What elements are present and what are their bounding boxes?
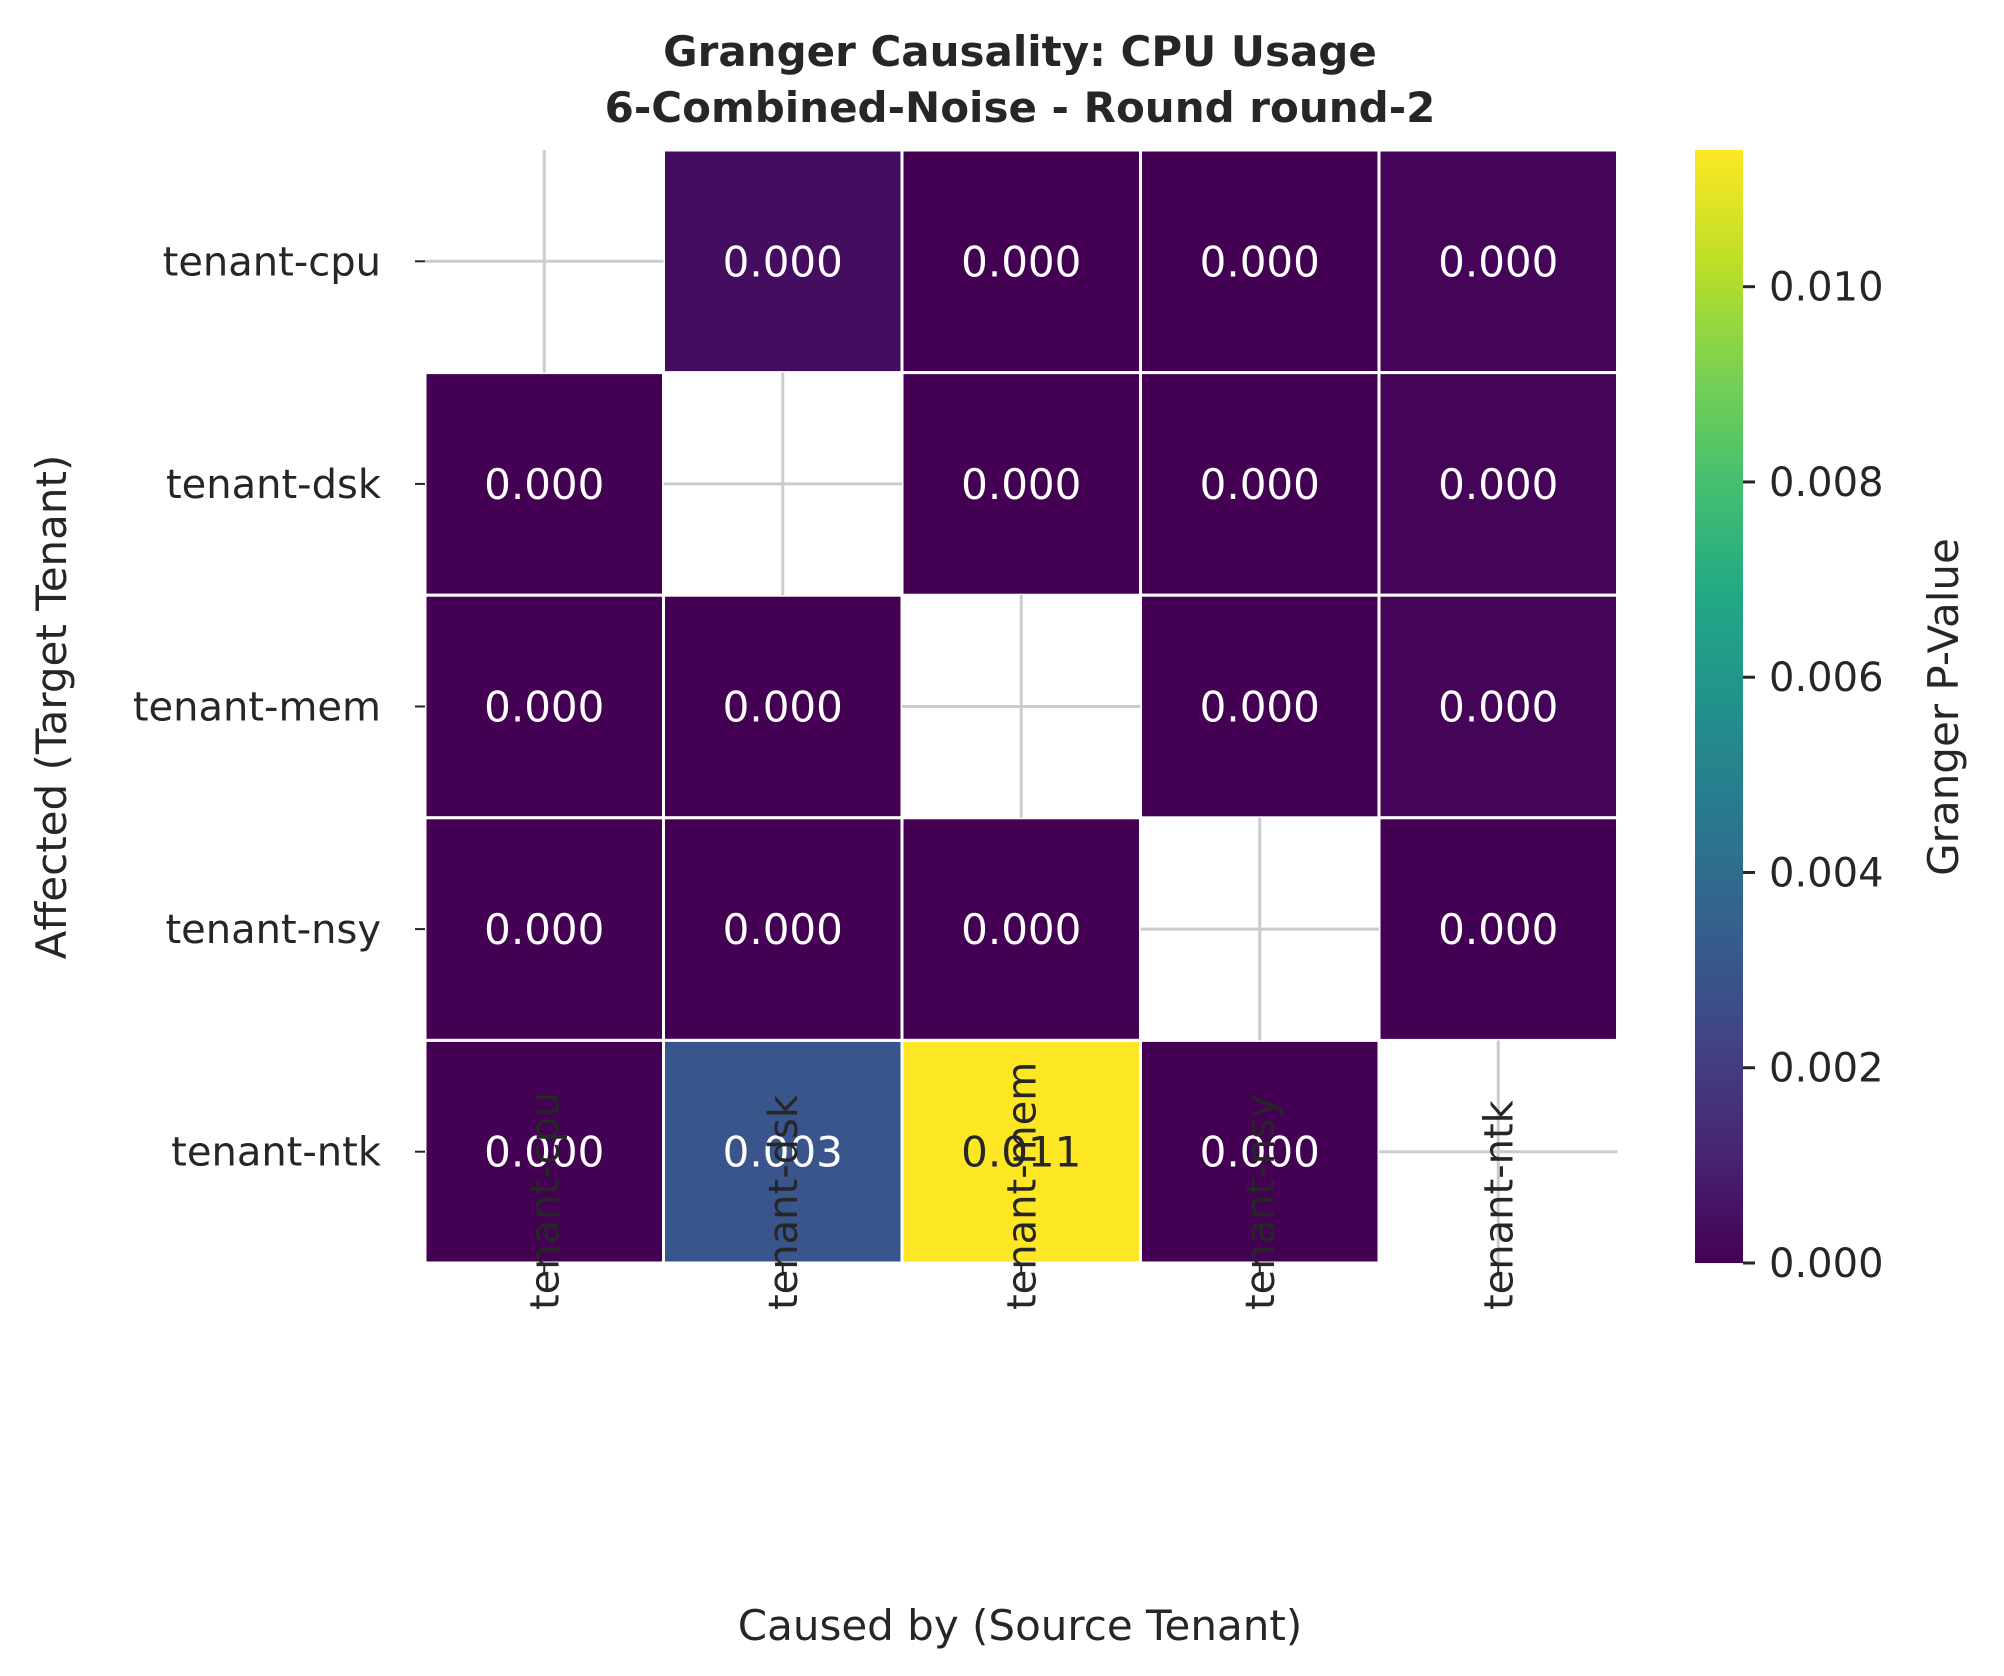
cell-value-label: 0.000 [1438, 683, 1558, 732]
cell-value-label: 0.000 [1200, 237, 1320, 286]
colorbar-label: Granger P-Value [1919, 538, 1968, 876]
cell-value-label: 0.000 [1200, 683, 1320, 732]
heatmap-cell [423, 816, 665, 1042]
heatmap-cell [662, 816, 904, 1042]
cell-value-labels: 0.000 0.000 0.000 0.000 0.000 0.000 0.000 0.000… [484, 237, 1558, 1176]
colorbar-ticks: 0.000 0.002 0.004 0.006 0.008 0.010 [1743, 265, 1884, 1287]
diagonal-markers [425, 150, 1618, 1263]
cell-value-label: 0.011 [961, 1128, 1081, 1177]
x-tick-labels: tenant-cpu tenant-dsk tenant-mem tenant-nsy… [522, 1062, 1522, 1310]
heatmap-cell [662, 593, 904, 820]
chart-title: Granger Causality: CPU Usage [663, 27, 1377, 76]
y-tick-label: tenant-nsy [166, 907, 382, 953]
colorbar [1695, 150, 1743, 1263]
y-tick-label: tenant-mem [133, 685, 381, 731]
cell-value-label: 0.000 [484, 683, 604, 732]
heatmap-cell [900, 1038, 1142, 1265]
x-tick-label: tenant-cpu [522, 1092, 568, 1310]
heatmap-cell [662, 1038, 904, 1265]
cell-value-label: 0.000 [723, 905, 843, 954]
colorbar-tick-label: 0.000 [1769, 1241, 1884, 1287]
y-tick-label: tenant-ntk [171, 1130, 382, 1176]
cell-value-label: 0.000 [484, 460, 604, 509]
heatmap-cell [900, 148, 1142, 375]
cell-value-label: 0.000 [1200, 1128, 1320, 1177]
heatmap-cell [1139, 1038, 1381, 1265]
cell-value-label: 0.000 [1200, 460, 1320, 509]
heatmap-cell [1377, 371, 1619, 597]
cell-value-label: 0.000 [961, 905, 1081, 954]
cell-value-label: 0.000 [1438, 460, 1558, 509]
cell-value-label: 0.000 [723, 237, 843, 286]
cell-value-label: 0.003 [723, 1128, 843, 1177]
colorbar-tick-label: 0.010 [1769, 265, 1884, 311]
heatmap-cell [1139, 148, 1381, 375]
y-tick-label: tenant-dsk [166, 462, 382, 508]
colorbar-tick-label: 0.002 [1769, 1046, 1884, 1092]
colorbar-tick-label: 0.006 [1769, 655, 1884, 701]
y-tick-label: tenant-cpu [163, 239, 381, 285]
cell-value-label: 0.000 [484, 905, 604, 954]
x-tick-label: tenant-ntk [1476, 1099, 1522, 1310]
chart-subtitle: 6-Combined-Noise - Round round-2 [605, 83, 1436, 132]
colorbar-tick-label: 0.004 [1769, 850, 1884, 896]
x-tick-label: tenant-dsk [761, 1094, 807, 1310]
x-axis-label: Caused by (Source Tenant) [738, 1601, 1302, 1650]
heatmap-cell [662, 148, 904, 375]
cell-value-label: 0.000 [961, 237, 1081, 286]
cell-value-label: 0.000 [1438, 905, 1558, 954]
x-tick-label: tenant-mem [999, 1062, 1045, 1310]
colorbar-tick-label: 0.008 [1769, 460, 1884, 506]
y-axis-label: Affected (Target Tenant) [27, 455, 76, 960]
heatmap-cell [1377, 593, 1619, 820]
heatmap-cell [423, 371, 665, 597]
y-tick-labels: tenant-cpu tenant-dsk tenant-mem tenant-nsy… [133, 239, 425, 1176]
cell-value-label: 0.000 [723, 683, 843, 732]
heatmap-cells [423, 148, 1619, 1265]
x-tick-label: tenant-nsy [1238, 1095, 1284, 1311]
cell-value-label: 0.000 [1438, 237, 1558, 286]
cell-value-label: 0.000 [961, 460, 1081, 509]
heatmap-cell [1377, 148, 1619, 375]
cell-value-label: 0.000 [484, 1128, 604, 1177]
heatmap-cell [900, 371, 1142, 597]
